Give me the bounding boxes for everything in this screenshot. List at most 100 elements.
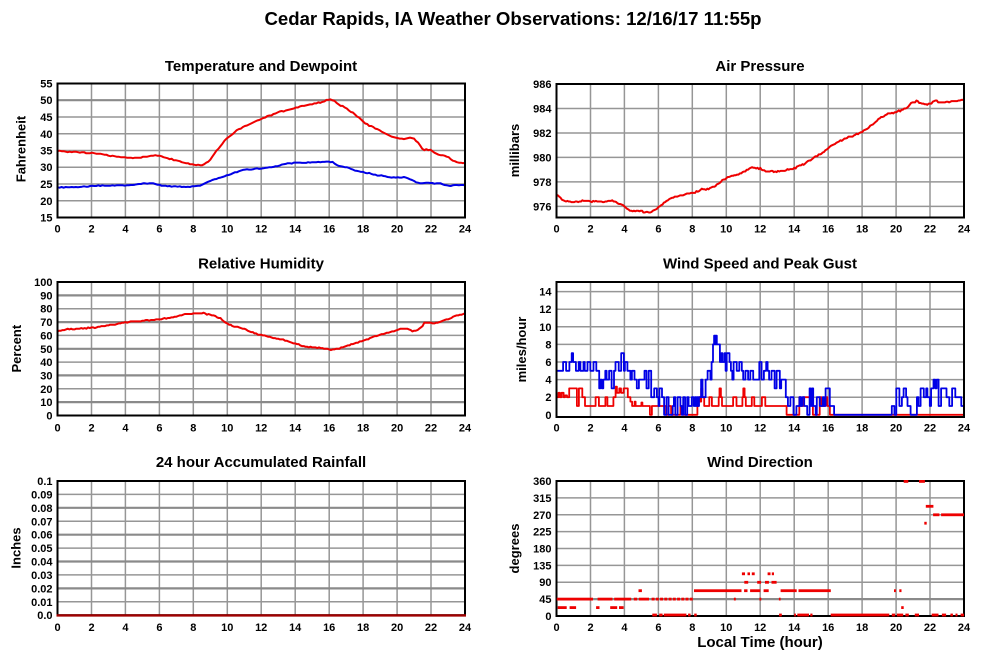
svg-text:2: 2: [88, 622, 94, 634]
svg-text:35: 35: [40, 146, 52, 158]
svg-text:225: 225: [533, 527, 551, 539]
svg-text:Temperature and Dewpoint: Temperature and Dewpoint: [165, 58, 357, 75]
svg-text:14: 14: [289, 423, 302, 435]
svg-text:50: 50: [40, 344, 52, 356]
svg-text:55: 55: [40, 79, 52, 91]
svg-text:12: 12: [539, 304, 551, 316]
svg-text:10: 10: [221, 423, 233, 435]
svg-text:18: 18: [357, 622, 369, 634]
svg-text:22: 22: [924, 423, 936, 435]
svg-text:10: 10: [720, 423, 732, 435]
svg-text:22: 22: [924, 622, 936, 634]
svg-text:4: 4: [122, 224, 129, 236]
svg-text:12: 12: [255, 423, 267, 435]
svg-text:6: 6: [156, 622, 162, 634]
svg-text:14: 14: [289, 224, 302, 236]
svg-text:16: 16: [822, 224, 834, 236]
svg-text:2: 2: [587, 423, 593, 435]
svg-text:4: 4: [621, 423, 628, 435]
svg-text:20: 20: [40, 196, 52, 208]
svg-text:180: 180: [533, 544, 551, 556]
svg-text:10: 10: [40, 397, 52, 409]
svg-text:24: 24: [958, 622, 971, 634]
svg-text:0.04: 0.04: [31, 557, 53, 569]
svg-text:24: 24: [459, 224, 472, 236]
svg-text:10: 10: [720, 224, 732, 236]
svg-text:24: 24: [958, 423, 971, 435]
svg-text:30: 30: [40, 162, 52, 174]
svg-text:18: 18: [357, 423, 369, 435]
svg-text:0: 0: [553, 622, 559, 634]
svg-text:8: 8: [190, 622, 196, 634]
svg-text:20: 20: [890, 423, 902, 435]
svg-text:12: 12: [255, 224, 267, 236]
svg-text:360: 360: [533, 476, 551, 488]
svg-text:270: 270: [533, 510, 551, 522]
svg-text:8: 8: [190, 224, 196, 236]
svg-text:10: 10: [221, 224, 233, 236]
svg-text:20: 20: [391, 622, 403, 634]
svg-text:0.05: 0.05: [31, 543, 52, 555]
svg-text:Inches: Inches: [9, 527, 24, 568]
svg-text:6: 6: [545, 357, 551, 369]
svg-text:6: 6: [156, 224, 162, 236]
svg-text:6: 6: [655, 224, 661, 236]
svg-text:Relative Humidity: Relative Humidity: [198, 256, 325, 273]
svg-text:70: 70: [40, 317, 52, 329]
svg-text:24: 24: [459, 622, 472, 634]
svg-text:0.0: 0.0: [37, 610, 52, 622]
svg-text:degrees: degrees: [507, 524, 522, 574]
svg-text:20: 20: [40, 384, 52, 396]
svg-text:6: 6: [156, 423, 162, 435]
svg-text:984: 984: [533, 104, 552, 116]
svg-text:16: 16: [822, 423, 834, 435]
svg-text:980: 980: [533, 152, 551, 164]
svg-text:12: 12: [754, 622, 766, 634]
svg-text:0.07: 0.07: [31, 516, 52, 528]
svg-text:0: 0: [545, 410, 551, 422]
svg-text:0.01: 0.01: [31, 597, 52, 609]
svg-text:12: 12: [754, 224, 766, 236]
svg-text:Fahrenheit: Fahrenheit: [14, 115, 29, 182]
svg-text:miles/hour: miles/hour: [514, 317, 529, 383]
svg-text:6: 6: [655, 423, 661, 435]
svg-text:Wind Direction: Wind Direction: [707, 454, 813, 471]
svg-text:0: 0: [545, 611, 551, 623]
svg-text:Wind Speed and Peak Gust: Wind Speed and Peak Gust: [663, 256, 857, 273]
svg-text:25: 25: [40, 179, 52, 191]
svg-text:Percent: Percent: [9, 324, 24, 372]
svg-text:45: 45: [539, 594, 551, 606]
svg-text:2: 2: [587, 622, 593, 634]
svg-text:0.1: 0.1: [37, 476, 52, 488]
svg-text:18: 18: [357, 224, 369, 236]
svg-text:14: 14: [788, 622, 801, 634]
svg-text:4: 4: [621, 224, 628, 236]
svg-text:4: 4: [545, 375, 552, 387]
svg-text:40: 40: [40, 357, 52, 369]
svg-text:14: 14: [539, 287, 552, 299]
svg-text:0.03: 0.03: [31, 570, 52, 582]
svg-text:8: 8: [545, 339, 551, 351]
svg-text:16: 16: [323, 622, 335, 634]
svg-text:24: 24: [958, 224, 971, 236]
svg-text:24 hour Accumulated Rainfall: 24 hour Accumulated Rainfall: [156, 454, 366, 471]
svg-text:6: 6: [655, 622, 661, 634]
svg-text:4: 4: [621, 622, 628, 634]
svg-text:986: 986: [533, 79, 551, 91]
svg-text:8: 8: [689, 622, 695, 634]
svg-text:60: 60: [40, 330, 52, 342]
svg-text:18: 18: [856, 224, 868, 236]
svg-text:millibars: millibars: [507, 124, 522, 177]
svg-text:0: 0: [54, 224, 60, 236]
svg-text:80: 80: [40, 304, 52, 316]
svg-text:12: 12: [754, 423, 766, 435]
svg-text:50: 50: [40, 95, 52, 107]
svg-text:10: 10: [221, 622, 233, 634]
svg-text:20: 20: [391, 423, 403, 435]
svg-text:10: 10: [539, 322, 551, 334]
svg-text:0: 0: [54, 622, 60, 634]
svg-text:16: 16: [323, 423, 335, 435]
svg-text:2: 2: [545, 392, 551, 404]
svg-text:14: 14: [788, 224, 801, 236]
svg-text:2: 2: [587, 224, 593, 236]
